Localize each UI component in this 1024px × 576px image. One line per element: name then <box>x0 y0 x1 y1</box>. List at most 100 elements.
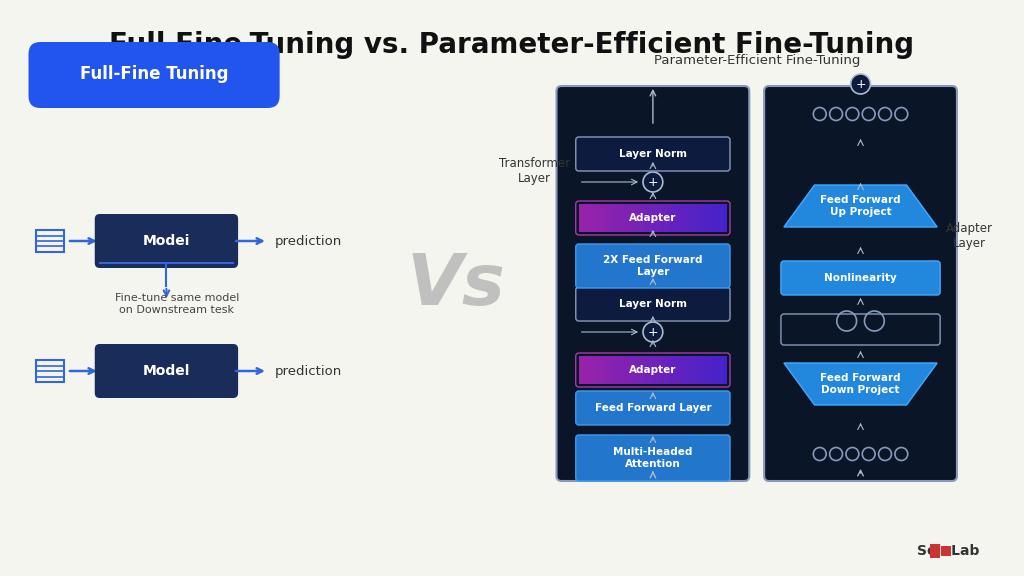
Bar <box>579 356 583 384</box>
Bar <box>690 204 694 232</box>
Bar <box>597 356 601 384</box>
Bar <box>594 204 597 232</box>
Bar <box>37 360 65 382</box>
Bar <box>620 356 624 384</box>
Text: Adapter: Adapter <box>629 213 677 223</box>
Bar <box>686 204 690 232</box>
Bar <box>624 356 627 384</box>
Bar <box>612 356 616 384</box>
Circle shape <box>851 74 870 94</box>
Text: Multi-Headed
Attention: Multi-Headed Attention <box>613 447 692 469</box>
FancyBboxPatch shape <box>781 261 940 295</box>
Bar <box>672 356 676 384</box>
Bar <box>664 204 668 232</box>
Bar <box>709 356 713 384</box>
Bar <box>645 356 649 384</box>
Bar <box>683 356 686 384</box>
FancyBboxPatch shape <box>575 287 730 321</box>
Bar <box>634 356 638 384</box>
FancyBboxPatch shape <box>575 391 730 425</box>
FancyBboxPatch shape <box>764 86 957 481</box>
Text: +: + <box>647 325 658 339</box>
Circle shape <box>643 172 663 192</box>
Bar <box>601 356 605 384</box>
Text: prediction: prediction <box>274 365 342 377</box>
Text: Parameter-Efficient Fine-Tuning: Parameter-Efficient Fine-Tuning <box>654 54 860 67</box>
Bar <box>608 356 612 384</box>
Text: Fine-tune same model
on Downstream tesk: Fine-tune same model on Downstream tesk <box>115 293 239 314</box>
Bar <box>583 204 587 232</box>
Bar <box>683 204 686 232</box>
Bar <box>624 204 627 232</box>
FancyBboxPatch shape <box>575 244 730 288</box>
Bar <box>620 204 624 232</box>
Text: Feed Forward
Down Project: Feed Forward Down Project <box>820 373 901 395</box>
Bar <box>675 204 679 232</box>
Text: Full-Fine Tuning: Full-Fine Tuning <box>80 65 228 83</box>
Bar <box>723 356 727 384</box>
Bar <box>656 356 660 384</box>
FancyBboxPatch shape <box>556 86 750 481</box>
Text: prediction: prediction <box>274 234 342 248</box>
Text: Feed Forward
Up Project: Feed Forward Up Project <box>820 195 901 217</box>
Text: +: + <box>647 176 658 188</box>
Bar <box>941 546 951 556</box>
Text: Transformer
Layer: Transformer Layer <box>499 157 570 185</box>
FancyBboxPatch shape <box>95 344 239 398</box>
Bar <box>586 356 590 384</box>
Bar <box>686 356 690 384</box>
Bar <box>723 204 727 232</box>
Bar <box>672 204 676 232</box>
Bar <box>631 356 635 384</box>
Bar <box>660 204 665 232</box>
Bar <box>583 356 587 384</box>
Bar <box>594 356 597 384</box>
Bar <box>638 204 642 232</box>
Text: +: + <box>855 78 866 90</box>
Bar <box>649 356 653 384</box>
Text: Model: Model <box>142 364 190 378</box>
Polygon shape <box>784 363 937 405</box>
FancyBboxPatch shape <box>575 137 730 171</box>
Bar <box>693 356 697 384</box>
Bar <box>601 204 605 232</box>
Text: SoluLab: SoluLab <box>918 544 980 558</box>
Text: Adapter
Layer: Adapter Layer <box>946 222 993 250</box>
Bar <box>579 204 583 232</box>
Bar <box>713 356 716 384</box>
Bar <box>693 204 697 232</box>
Bar <box>656 204 660 232</box>
Polygon shape <box>784 185 937 227</box>
Bar <box>638 356 642 384</box>
Bar <box>713 204 716 232</box>
Text: Layer Norm: Layer Norm <box>618 299 687 309</box>
Bar <box>668 356 672 384</box>
Bar <box>930 544 940 558</box>
Bar <box>642 204 646 232</box>
Text: Layer Norm: Layer Norm <box>618 149 687 159</box>
Bar <box>679 356 683 384</box>
Bar <box>627 356 631 384</box>
Bar <box>590 204 594 232</box>
Bar <box>37 230 65 252</box>
Text: Nonlinearity: Nonlinearity <box>824 273 897 283</box>
Circle shape <box>643 322 663 342</box>
Bar <box>697 204 701 232</box>
Bar <box>649 204 653 232</box>
Bar <box>716 356 720 384</box>
Bar <box>660 356 665 384</box>
Bar <box>645 204 649 232</box>
Bar <box>701 204 705 232</box>
Bar <box>653 204 656 232</box>
Text: 2X Feed Forward
Layer: 2X Feed Forward Layer <box>603 255 702 277</box>
FancyBboxPatch shape <box>575 435 730 481</box>
Bar <box>615 204 620 232</box>
Bar <box>701 356 705 384</box>
Bar <box>697 356 701 384</box>
Bar <box>679 204 683 232</box>
Bar <box>716 204 720 232</box>
Bar <box>631 204 635 232</box>
FancyBboxPatch shape <box>95 214 239 268</box>
Bar <box>720 204 724 232</box>
Bar <box>634 204 638 232</box>
